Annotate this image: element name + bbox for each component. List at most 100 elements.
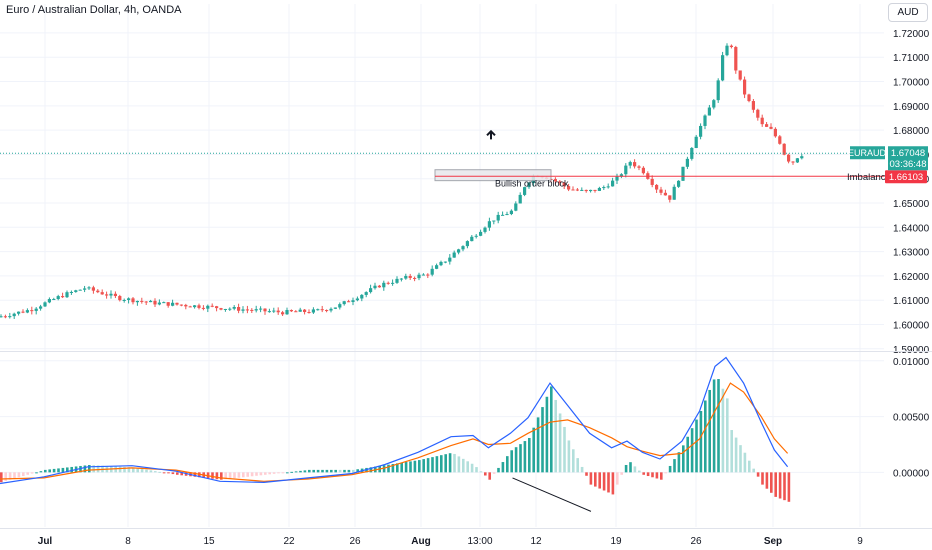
price-tick-label: 1.63000 [893, 248, 930, 259]
candle-body [606, 186, 610, 188]
macd-histogram-bar [413, 460, 417, 473]
candle-body [289, 310, 293, 312]
macd-histogram-bar [677, 452, 681, 473]
candle-body [725, 45, 729, 56]
macd-histogram-bar [646, 472, 650, 477]
macd-histogram-bar [752, 468, 755, 473]
candle-body [743, 79, 747, 95]
candle-body [712, 100, 716, 108]
candle-body [655, 184, 659, 190]
candle-body [223, 308, 227, 310]
macd-histogram-bar [70, 466, 73, 473]
macd-histogram-bar [664, 472, 667, 474]
macd-histogram-bar [580, 466, 584, 473]
macd-histogram-bar [220, 472, 223, 480]
candle-body [703, 115, 707, 126]
macd-histogram-bar [444, 454, 447, 473]
macd-histogram-bar [585, 472, 588, 476]
candle-body [663, 192, 667, 196]
macd-histogram-bar [470, 463, 474, 473]
macd-histogram-bar [290, 471, 293, 473]
candle-body [386, 282, 390, 284]
macd-tick-label: 0.00000 [893, 468, 930, 479]
candle-body [157, 302, 161, 305]
candle-body [373, 285, 377, 289]
candle-body [285, 310, 289, 315]
macd-histogram-bar [743, 452, 747, 473]
macd-histogram-bar [484, 472, 487, 476]
macd-histogram-bar [343, 469, 346, 473]
up-arrow-icon [486, 129, 496, 140]
symbol-label: EURAUD [848, 148, 887, 158]
candle-body [439, 261, 443, 266]
macd-histogram-bar [48, 469, 51, 473]
macd-histogram-bar [611, 472, 615, 495]
candle-body [316, 309, 320, 311]
macd-histogram-bar [162, 472, 166, 474]
candle-body [791, 161, 795, 163]
macd-histogram-bar [237, 472, 241, 478]
macd-histogram-bar [242, 472, 245, 478]
macd-histogram-bar [686, 436, 689, 473]
candle-body [408, 275, 412, 278]
macd-histogram-bar [286, 472, 289, 474]
candle-body [131, 298, 135, 303]
panel-divider[interactable] [0, 351, 932, 352]
macd-histogram-bar [281, 472, 285, 474]
candle-body [800, 156, 804, 159]
macd-histogram-bar [88, 464, 91, 473]
macd-histogram-bar [756, 472, 760, 477]
macd-histogram-bar [607, 472, 610, 493]
time-tick-label: 8 [125, 536, 131, 547]
macd-histogram-bar [787, 472, 791, 502]
candle-body [166, 302, 170, 306]
macd-histogram-bar [83, 465, 87, 473]
candle-body [479, 231, 483, 236]
candle-body [8, 316, 12, 318]
macd-histogram-bar [457, 456, 461, 473]
price-tick-label: 1.60000 [893, 320, 930, 331]
candle-body [773, 128, 777, 137]
candle-body [175, 302, 179, 305]
candle-body [245, 309, 249, 311]
macd-histogram-bar [620, 472, 623, 475]
candle-body [470, 236, 474, 242]
candle-body [127, 298, 131, 300]
candle-body [672, 186, 676, 200]
candle-body [430, 268, 434, 275]
macd-histogram-bar [532, 427, 535, 473]
candle-body [100, 292, 104, 295]
macd-histogram-bar [545, 396, 549, 473]
time-tick-label: Jul [38, 536, 53, 547]
candle-body [417, 274, 421, 279]
macd-histogram-bar [541, 407, 544, 473]
candle-body [602, 187, 606, 189]
macd-histogram-bar [308, 469, 311, 473]
macd-histogram-bar [453, 453, 456, 473]
candle-body [118, 296, 122, 301]
candle-body [61, 296, 65, 298]
macd-histogram-bar [233, 472, 236, 479]
macd-histogram-bar [699, 411, 703, 473]
macd-histogram-bar [660, 472, 663, 480]
macd-histogram-bar [651, 472, 654, 478]
candle-body [329, 308, 333, 311]
macd-line [0, 356, 789, 485]
macd-histogram-bar [506, 456, 509, 473]
time-tick-label: Aug [411, 536, 430, 547]
macd-histogram-bar [149, 470, 153, 473]
price-tick-label: 1.72000 [893, 29, 930, 40]
macd-histogram-bar [748, 460, 751, 473]
macd-histogram-bar [400, 462, 403, 473]
currency-button[interactable]: AUD [888, 3, 928, 22]
candle-body [505, 214, 509, 216]
candle-body [452, 252, 456, 258]
candle-body [307, 312, 311, 314]
imbalance-label: Imbalance [847, 172, 891, 183]
candle-body [795, 158, 799, 163]
macd-histogram-bar [215, 472, 219, 480]
candle-body [184, 304, 188, 307]
divergence-line [512, 477, 592, 512]
macd-histogram-bar [783, 472, 786, 501]
